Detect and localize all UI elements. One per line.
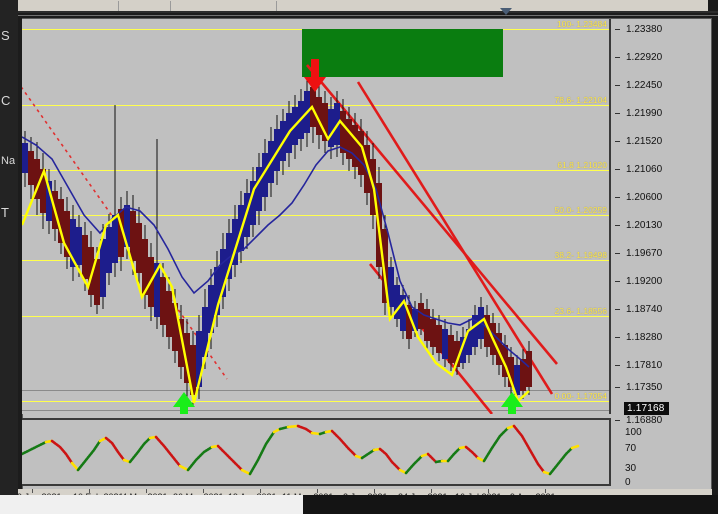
chart-top-marker-icon[interactable] xyxy=(500,8,512,15)
price-tick: 1.19670 xyxy=(626,248,663,259)
fib-label-786: 78.6- 1.22104 xyxy=(554,95,607,105)
buy-arrow-icon-1[interactable] xyxy=(172,392,196,414)
zigzag-indicator xyxy=(22,104,530,404)
price-tick: 1.21990 xyxy=(626,108,663,119)
price-tick: 1.21520 xyxy=(626,136,663,147)
oscillator-level-30: 30 xyxy=(625,463,637,474)
oscillator-level-100: 100 xyxy=(625,427,642,438)
support-line-upper xyxy=(22,390,609,391)
toolbar-separator xyxy=(118,1,119,12)
price-axis[interactable]: 1.23380 1.22920 1.22450 1.21990 1.21520 … xyxy=(613,19,708,415)
price-tick: 1.16880 xyxy=(626,415,663,426)
oscillator-svg xyxy=(22,424,580,476)
sell-arrow-icon[interactable] xyxy=(303,59,327,93)
price-tick: 1.22920 xyxy=(626,52,663,63)
price-tick: 1.19200 xyxy=(626,276,663,287)
clipped-label-c: C xyxy=(1,93,11,108)
fib-line-382 xyxy=(22,260,609,261)
price-tick: 1.22450 xyxy=(626,80,663,91)
price-tick: 1.23380 xyxy=(626,24,663,35)
right-chrome-panel xyxy=(708,0,718,514)
price-tick: 1.20600 xyxy=(626,192,663,203)
oscillator-axis[interactable]: 1.16880 100 70 30 0 xyxy=(613,415,708,488)
price-chart-pane[interactable]: 100- 1.23484 78.6- 1.22104 61.8 1.21020 … xyxy=(22,19,611,414)
current-price-badge[interactable]: 1.17168 xyxy=(624,402,669,415)
support-line-lower xyxy=(22,410,609,411)
price-tick: 1.21060 xyxy=(626,164,663,175)
toolbar-separator xyxy=(170,1,171,12)
fib-label-500: 50.0- 1.20259 xyxy=(554,205,607,215)
buy-arrow-icon-2[interactable] xyxy=(500,392,524,414)
price-tick: 1.20130 xyxy=(626,220,663,231)
toolbar-divider xyxy=(18,15,718,16)
fib-label-236: 23.6- 1.18556 xyxy=(554,306,607,316)
channel-mid-line xyxy=(356,81,554,395)
fib-label-618: 61.8 1.21020 xyxy=(557,160,607,170)
price-chart-svg xyxy=(22,64,558,414)
fib-line-000 xyxy=(22,401,609,402)
oscillator-level-70: 70 xyxy=(625,443,637,454)
supply-zone-box[interactable] xyxy=(302,29,503,77)
fib-label-100: 100- 1.23484 xyxy=(556,19,607,29)
price-tick: 1.17350 xyxy=(626,382,663,393)
fib-line-618 xyxy=(22,170,609,171)
oscillator-pane[interactable] xyxy=(22,418,611,486)
left-chrome-panel xyxy=(0,0,18,500)
toolbar-divider xyxy=(18,11,718,13)
toolbar[interactable] xyxy=(18,0,708,13)
fib-label-382: 38.2- 1.19498 xyxy=(554,250,607,260)
oscillator-level-0: 0 xyxy=(625,477,631,488)
toolbar-separator xyxy=(276,1,277,12)
bottom-chrome-dark xyxy=(303,495,718,514)
price-tick: 1.18740 xyxy=(626,304,663,315)
price-tick: 1.17810 xyxy=(626,360,663,371)
fib-line-500 xyxy=(22,215,609,216)
clipped-label-s: S xyxy=(1,28,10,43)
moving-average-line xyxy=(22,136,530,368)
clipped-label-t: T xyxy=(1,205,9,220)
fib-line-236 xyxy=(22,316,609,317)
fib-label-000: 0.00- 1.17054 xyxy=(554,391,607,401)
price-tick: 1.18280 xyxy=(626,332,663,343)
clipped-label-na: Na xyxy=(1,155,16,167)
